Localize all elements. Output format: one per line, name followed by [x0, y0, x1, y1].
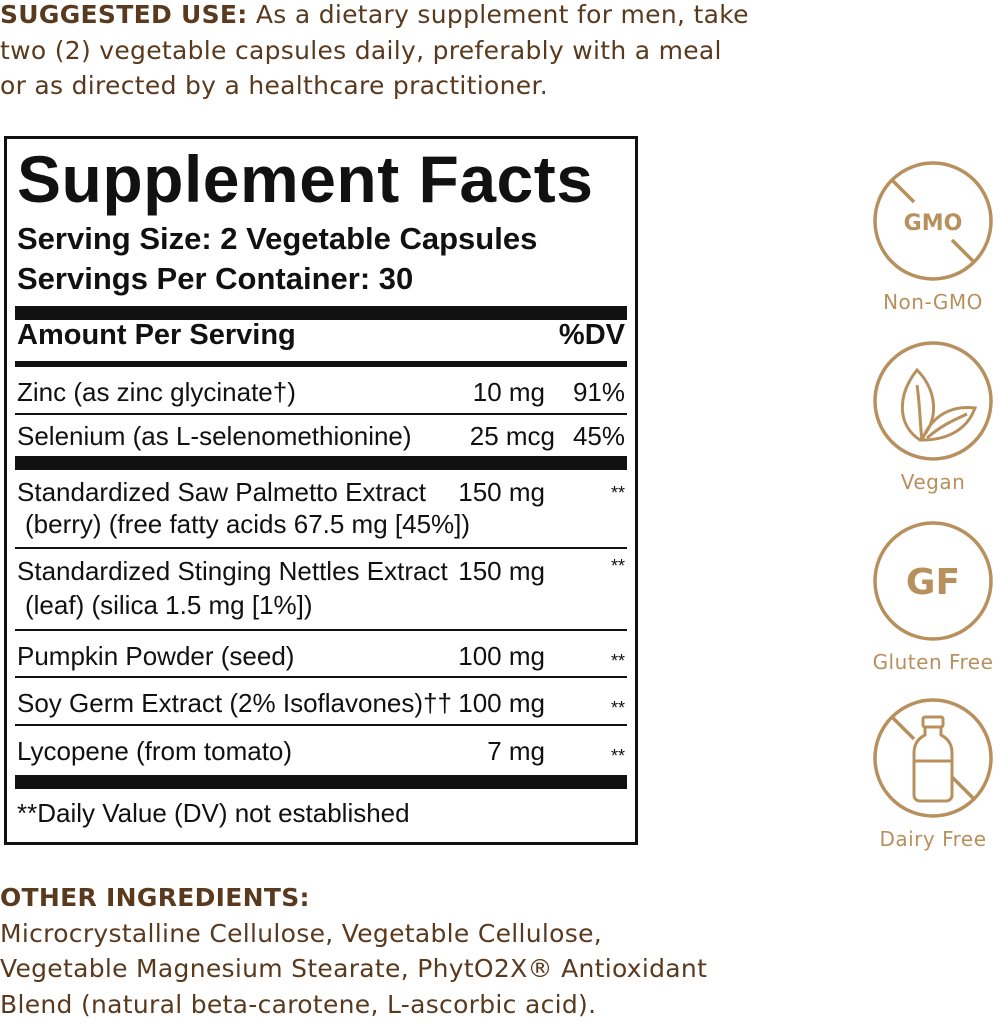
divider-thin [15, 547, 627, 549]
serving-size: Serving Size: 2 Vegetable Capsules [17, 221, 538, 256]
nutrient-name: Soy Germ Extract (2% Isoflavones)†† [17, 688, 452, 718]
nutrient-name: Pumpkin Powder (seed) [17, 641, 295, 671]
nutrient-name: Standardized Stinging Nettles Extract [17, 556, 448, 586]
divider-thin [15, 413, 627, 415]
divider-medium [15, 361, 627, 367]
dairy-free-bottle-icon [873, 698, 993, 818]
nutrient-amount: 150 mg [458, 477, 545, 507]
nutrient-amount: 7 mg [487, 736, 545, 766]
nutrient-amount: 25 mcg [469, 421, 555, 451]
nutrient-name: Standardized Saw Palmetto Extract [17, 477, 426, 507]
nutrient-amount: 100 mg [458, 641, 545, 671]
divider-thick [15, 456, 627, 470]
divider-thin [15, 724, 627, 726]
nutrient-amount: 150 mg [458, 556, 545, 586]
supplement-facts-panel: Supplement Facts Serving Size: 2 Vegetab… [4, 136, 638, 845]
divider-thick [15, 775, 627, 789]
badge-label: Vegan [900, 470, 966, 494]
suggested-use-heading: SUGGESTED USE: [0, 0, 248, 29]
other-ingredients-line: Microcrystalline Cellulose, Vegetable Ce… [0, 918, 602, 948]
facts-title: Supplement Facts [17, 142, 594, 216]
nutrient-name-detail: (leaf) (silica 1.5 mg [1%]) [25, 590, 313, 620]
badge-gluten-free: GF Gluten Free [872, 520, 994, 674]
nutrient-dv: ** [610, 556, 625, 576]
dv-header: %DV [558, 319, 625, 351]
badge-non-gmo: GMO Non-GMO [872, 160, 994, 314]
nutrient-dv: ** [610, 746, 625, 766]
badge-label: Non-GMO [883, 290, 983, 314]
divider-thin [15, 629, 627, 631]
footnote-text: **Daily Value (DV) not established [17, 798, 410, 828]
badge-label: Gluten Free [872, 650, 994, 674]
nutrient-dv: 91% [572, 377, 625, 407]
nutrient-dv: ** [610, 651, 625, 671]
amount-header: Amount Per Serving [17, 319, 296, 351]
nutrient-name: Zinc (as zinc glycinate†) [17, 377, 296, 407]
suggested-use: SUGGESTED USE: As a dietary supplement f… [0, 0, 749, 104]
svg-text:GF: GF [906, 562, 960, 603]
other-ingredients-line: Blend (natural beta-carotene, L-ascorbic… [0, 989, 597, 1019]
suggested-use-line: two (2) vegetable capsules daily, prefer… [0, 35, 722, 65]
suggested-use-line: or as directed by a healthcare practitio… [0, 71, 548, 100]
divider-thick [15, 306, 627, 320]
nutrient-name: Lycopene (from tomato) [17, 736, 293, 766]
nutrient-amount: 10 mg [472, 377, 545, 407]
badge-vegan: Vegan [872, 340, 994, 494]
gluten-free-icon: GF [873, 521, 993, 641]
other-ingredients: OTHER INGREDIENTS: Microcrystalline Cell… [0, 880, 707, 1022]
nutrient-dv: ** [610, 698, 625, 718]
nutrient-name: Selenium (as L-selenomethionine) [17, 421, 412, 451]
nutrient-dv: 45% [572, 421, 625, 451]
other-ingredients-line: Vegetable Magnesium Stearate, PhytO2X® A… [0, 954, 708, 983]
badge-label: Dairy Free [879, 827, 987, 851]
nutrient-amount: 100 mg [458, 688, 545, 718]
nutrient-name-detail: (berry) (free fatty acids 67.5 mg [45%]) [25, 509, 471, 539]
nutrient-dv: ** [610, 483, 625, 503]
other-ingredients-heading: OTHER INGREDIENTS: [0, 883, 310, 912]
suggested-use-line: As a dietary supplement for men, take [247, 0, 749, 29]
divider-thin [15, 676, 627, 678]
vegan-leaf-icon [873, 341, 993, 461]
non-gmo-icon: GMO [873, 161, 993, 281]
badge-dairy-free: Dairy Free [872, 697, 994, 851]
svg-text:GMO: GMO [904, 211, 963, 236]
servings-per-container: Servings Per Container: 30 [17, 261, 414, 296]
